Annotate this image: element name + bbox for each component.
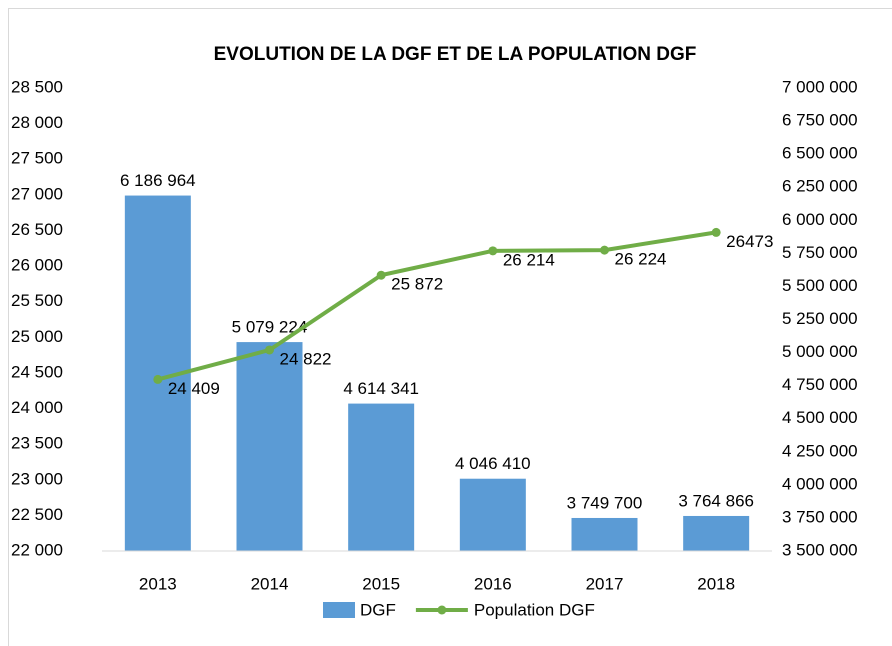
bar xyxy=(571,517,638,551)
y2-tick-label: 6 250 000 xyxy=(782,177,858,196)
y-tick-label: 22 500 xyxy=(11,505,63,524)
line-value-label: 26473 xyxy=(726,232,773,251)
y2-tick-label: 3 750 000 xyxy=(782,507,858,526)
bar-value-label: 4 046 410 xyxy=(455,454,531,473)
x-tick-label: 2014 xyxy=(251,574,289,593)
y-tick-label: 24 500 xyxy=(11,362,63,381)
line-value-label: 26 214 xyxy=(503,250,555,269)
line-marker xyxy=(711,227,721,237)
bar-value-label: 5 079 224 xyxy=(232,318,308,337)
line-marker xyxy=(376,270,386,280)
y-tick-label: 26 000 xyxy=(11,256,63,275)
legend-label: DGF xyxy=(360,600,396,619)
x-tick-label: 2015 xyxy=(362,574,400,593)
y2-tick-label: 4 500 000 xyxy=(782,408,858,427)
legend-swatch xyxy=(323,602,355,618)
y2-tick-label: 5 000 000 xyxy=(782,342,858,361)
y2-tick-label: 5 500 000 xyxy=(782,276,858,295)
y2-tick-label: 6 500 000 xyxy=(782,144,858,163)
legend-marker xyxy=(437,605,447,615)
y-tick-label: 25 500 xyxy=(11,291,63,310)
y-tick-label: 23 500 xyxy=(11,434,63,453)
y-tick-label: 25 000 xyxy=(11,327,63,346)
x-tick-label: 2016 xyxy=(474,574,512,593)
bar xyxy=(236,342,303,551)
bar-value-label: 3 764 866 xyxy=(678,491,754,510)
y2-tick-label: 6 000 000 xyxy=(782,210,858,229)
y2-tick-label: 4 750 000 xyxy=(782,375,858,394)
x-tick-label: 2013 xyxy=(139,574,177,593)
y2-tick-label: 4 250 000 xyxy=(782,441,858,460)
y-tick-label: 27 000 xyxy=(11,184,63,203)
y2-tick-label: 4 000 000 xyxy=(782,474,858,493)
line xyxy=(157,230,717,382)
bar xyxy=(459,478,526,551)
bar-value-label: 4 614 341 xyxy=(343,379,419,398)
bar-value-label: 6 186 964 xyxy=(120,171,196,190)
line-marker xyxy=(488,246,498,256)
line-value-label: 24 409 xyxy=(168,379,220,398)
bar-value-label: 3 749 700 xyxy=(567,493,643,512)
y-tick-label: 22 000 xyxy=(11,540,63,559)
chart-title: EVOLUTION DE LA DGF ET DE LA POPULATION … xyxy=(214,44,697,65)
chart-frame xyxy=(8,8,892,646)
y-tick-label: 27 500 xyxy=(11,149,63,168)
y-tick-label: 28 000 xyxy=(11,113,63,132)
legend-label: Population DGF xyxy=(474,600,595,619)
line-value-label: 25 872 xyxy=(391,275,443,294)
x-tick-label: 2017 xyxy=(586,574,624,593)
y2-tick-label: 5 250 000 xyxy=(782,309,858,328)
line-marker xyxy=(265,345,274,355)
y-tick-label: 26 500 xyxy=(11,220,63,239)
y-tick-label: 28 500 xyxy=(11,77,63,96)
x-tick-label: 2018 xyxy=(697,574,735,593)
line-marker xyxy=(153,374,163,384)
bar xyxy=(348,403,415,551)
line-value-label: 24 822 xyxy=(280,349,332,368)
line-value-label: 26 224 xyxy=(615,250,667,269)
y2-tick-label: 5 750 000 xyxy=(782,243,858,262)
bar xyxy=(683,515,750,551)
y-tick-label: 24 000 xyxy=(11,398,63,417)
y2-tick-label: 3 500 000 xyxy=(782,540,858,559)
y2-tick-label: 6 750 000 xyxy=(782,111,858,130)
y-tick-label: 23 000 xyxy=(11,469,63,488)
y2-tick-label: 7 000 000 xyxy=(782,77,858,96)
line-marker xyxy=(600,245,609,255)
